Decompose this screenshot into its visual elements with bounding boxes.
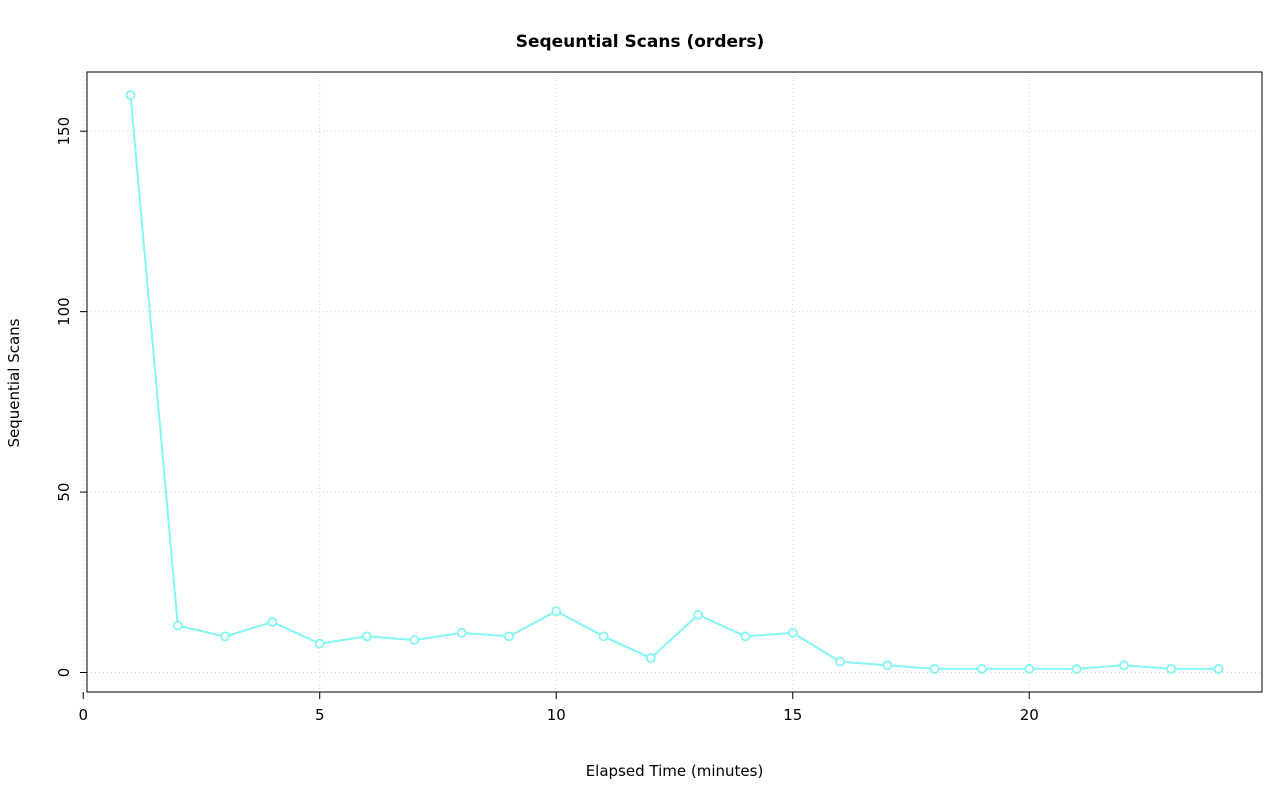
data-point xyxy=(456,627,467,638)
y-tick-label: 0 xyxy=(55,668,73,678)
data-point xyxy=(645,653,656,663)
x-tick-label: 20 xyxy=(1020,706,1039,724)
y-tick-label: 150 xyxy=(55,117,73,146)
data-point xyxy=(882,660,893,671)
y-axis-label: Sequential Scans xyxy=(5,318,23,448)
series-line xyxy=(129,94,1220,670)
data-point xyxy=(1213,664,1224,674)
data-point xyxy=(929,664,940,674)
data-point xyxy=(125,90,136,100)
plot-border xyxy=(86,71,1263,693)
data-point xyxy=(598,631,609,642)
data-point xyxy=(787,627,798,638)
x-tick-label: 10 xyxy=(547,706,566,724)
data-point xyxy=(172,620,183,631)
data-point xyxy=(267,617,278,627)
data-point xyxy=(1166,664,1177,674)
data-point xyxy=(977,664,987,674)
data-point xyxy=(220,631,231,642)
data-point xyxy=(504,631,514,642)
data-point xyxy=(362,631,372,642)
data-point xyxy=(551,606,562,617)
data-point xyxy=(740,631,751,642)
x-axis-label: Elapsed Time (minutes) xyxy=(585,762,764,780)
x-tick-label: 5 xyxy=(315,706,325,724)
y-tick-label: 50 xyxy=(55,483,73,502)
data-point xyxy=(1024,664,1035,674)
data-point xyxy=(1071,664,1082,674)
x-tick-label: 0 xyxy=(78,706,88,724)
chart-title: Seqeuntial Scans (orders) xyxy=(515,32,765,52)
x-tick-label: 15 xyxy=(783,706,802,724)
y-tick-label: 100 xyxy=(55,297,73,326)
data-point xyxy=(835,656,845,667)
data-point xyxy=(314,638,325,649)
data-point xyxy=(1118,660,1129,671)
data-point xyxy=(409,635,420,645)
data-point xyxy=(693,609,704,620)
